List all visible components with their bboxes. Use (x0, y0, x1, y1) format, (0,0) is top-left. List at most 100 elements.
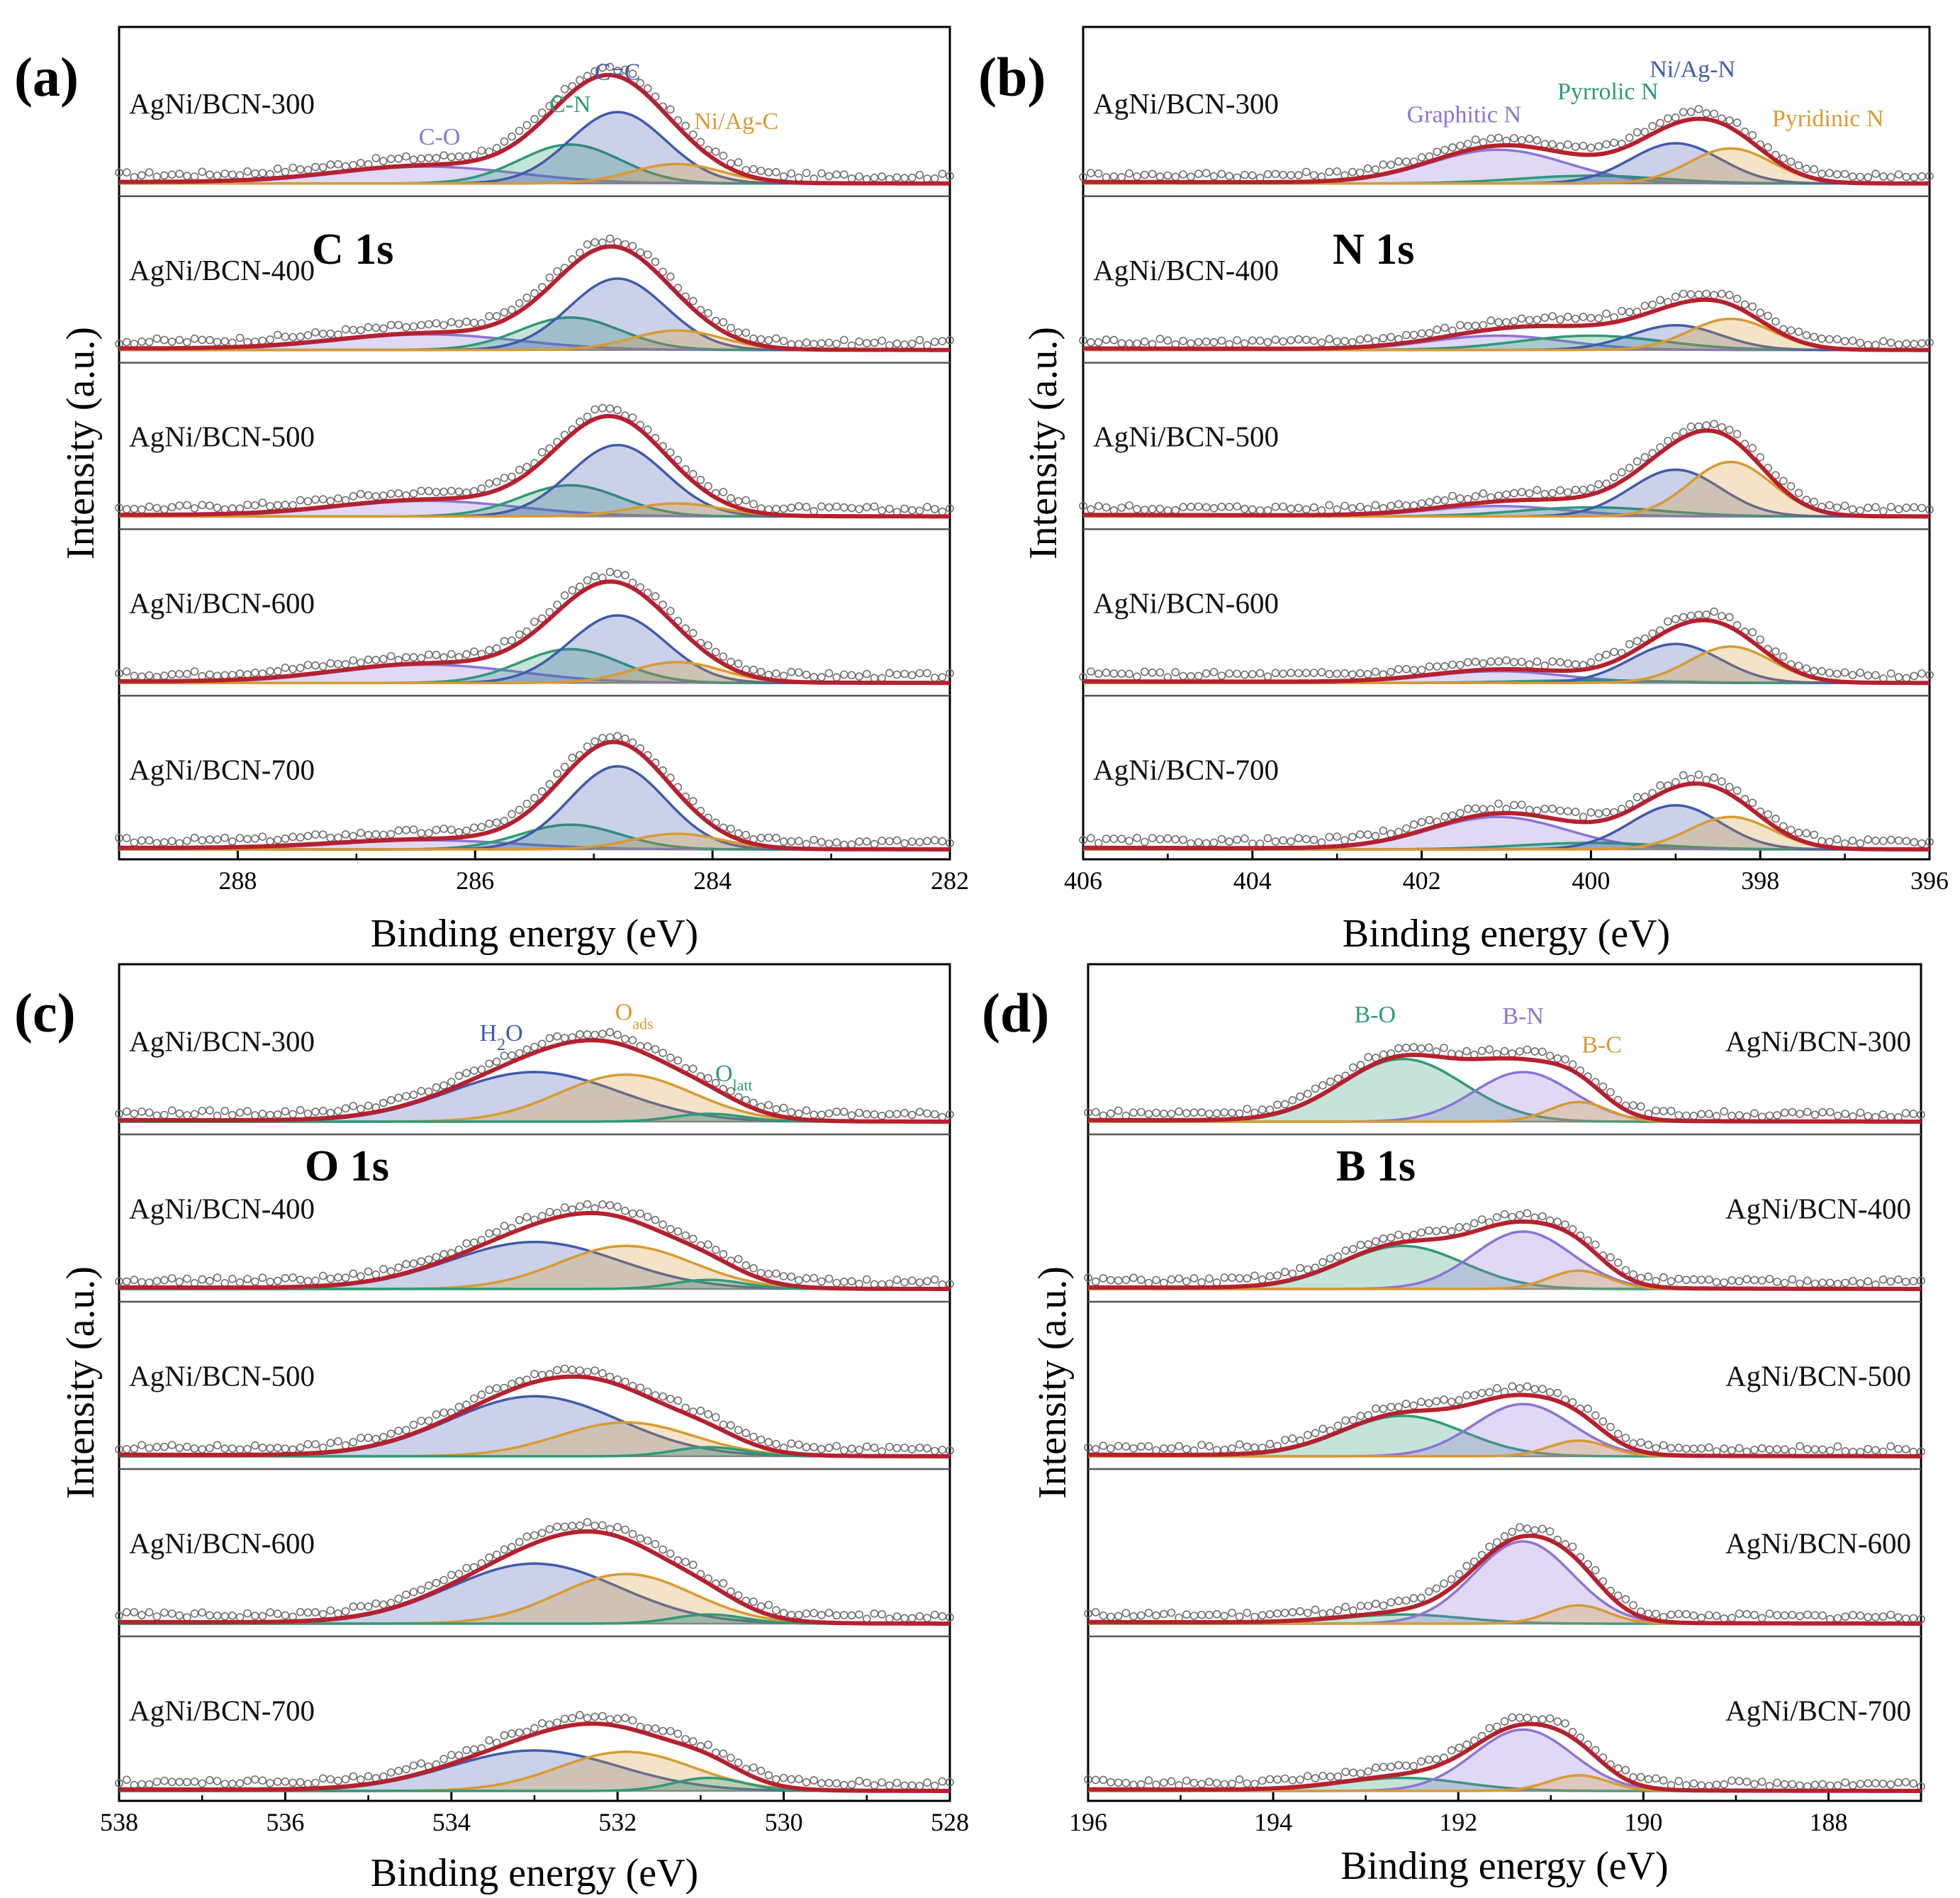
component-fill-ni-ag-n (1083, 805, 1930, 849)
raw-point (1094, 839, 1103, 847)
raw-point (1579, 486, 1588, 494)
raw-point (1540, 805, 1550, 813)
raw-point (1621, 1595, 1630, 1604)
component-fill-c-c (119, 278, 950, 350)
raw-point (206, 1611, 214, 1620)
raw-point (447, 649, 456, 659)
raw-point (1674, 1274, 1683, 1283)
raw-point (1212, 1109, 1221, 1118)
raw-point (1137, 1442, 1146, 1451)
raw-point (1091, 1608, 1100, 1617)
raw-point (341, 1104, 350, 1113)
raw-point (855, 172, 863, 181)
raw-point (590, 571, 600, 581)
raw-point (1348, 167, 1357, 177)
raw-point (1656, 781, 1664, 790)
raw-point (454, 487, 464, 496)
raw-point (613, 1523, 622, 1531)
raw-point (213, 503, 222, 512)
raw-point (213, 1611, 222, 1620)
raw-point (568, 753, 577, 762)
raw-point (402, 653, 410, 661)
raw-point (892, 339, 902, 348)
raw-point (1625, 800, 1634, 809)
raw-point (447, 318, 456, 327)
raw-point (1455, 1743, 1464, 1752)
component-fill-pyridinic-n (1083, 646, 1930, 683)
raw-point (1102, 668, 1111, 677)
raw-point (175, 501, 184, 510)
raw-point (1856, 1279, 1865, 1288)
raw-point (190, 833, 199, 842)
raw-point (643, 84, 652, 93)
raw-point (311, 1440, 320, 1448)
raw-point (1288, 1608, 1297, 1617)
raw-point (1917, 669, 1926, 678)
raw-point (938, 837, 947, 846)
raw-point (1189, 1612, 1199, 1620)
raw-point (364, 831, 373, 839)
component-fill-c-c (119, 615, 950, 683)
raw-point (1710, 420, 1718, 428)
raw-point (1084, 1273, 1092, 1282)
raw-point (1409, 1762, 1418, 1770)
fit-envelope (119, 1210, 950, 1291)
raw-point (1401, 1761, 1411, 1770)
raw-point (508, 1729, 516, 1738)
raw-point (1571, 486, 1580, 494)
raw-point (1644, 1441, 1653, 1449)
fit-envelope (1083, 781, 1930, 852)
raw-point (190, 172, 199, 181)
raw-point (1779, 154, 1788, 163)
raw-point (1742, 1777, 1752, 1786)
x-tick-label: 398 (1741, 866, 1779, 895)
raw-point (1840, 337, 1849, 346)
raw-point (605, 1715, 615, 1724)
component-fill-ni-ag-c (119, 661, 950, 683)
x-tick-label: 536 (266, 1808, 304, 1836)
raw-point (1727, 1776, 1736, 1785)
raw-point (138, 1278, 146, 1287)
raw-point (1402, 157, 1411, 166)
raw-point (863, 837, 871, 846)
raw-point (938, 169, 947, 178)
raw-point (545, 1207, 554, 1217)
raw-point (537, 1039, 547, 1049)
raw-point (832, 1441, 841, 1451)
raw-point (1871, 671, 1880, 680)
raw-point (1225, 172, 1233, 181)
raw-point (1879, 172, 1888, 181)
raw-point (1796, 1441, 1804, 1451)
raw-point (734, 497, 743, 506)
raw-point (1363, 830, 1372, 839)
raw-point (303, 165, 313, 174)
component-label-b-n: B-N (1502, 1003, 1544, 1029)
raw-point (1598, 1417, 1608, 1426)
raw-point (1848, 505, 1857, 514)
raw-point (439, 151, 448, 160)
raw-point (1456, 809, 1465, 817)
element-label: N 1s (1333, 225, 1414, 274)
raw-point (1152, 1611, 1160, 1620)
raw-point (190, 667, 199, 676)
raw-point (1648, 122, 1657, 130)
raw-point (1271, 503, 1280, 511)
raw-point (741, 1261, 751, 1270)
raw-point (1265, 1775, 1275, 1784)
raw-point (727, 1087, 735, 1095)
raw-point (190, 504, 199, 513)
raw-point (326, 1274, 335, 1283)
raw-point (402, 1590, 410, 1599)
raw-data-points (1084, 1043, 1925, 1122)
raw-point (1732, 294, 1742, 303)
raw-point (1694, 105, 1703, 113)
raw-point (1652, 1444, 1660, 1453)
raw-point (1280, 1609, 1289, 1617)
raw-point (318, 329, 327, 338)
raw-point (138, 1780, 146, 1789)
raw-point (1148, 834, 1157, 842)
raw-point (1686, 611, 1696, 620)
raw-point (1294, 335, 1303, 344)
raw-point (371, 492, 381, 501)
raw-point (598, 1369, 607, 1378)
